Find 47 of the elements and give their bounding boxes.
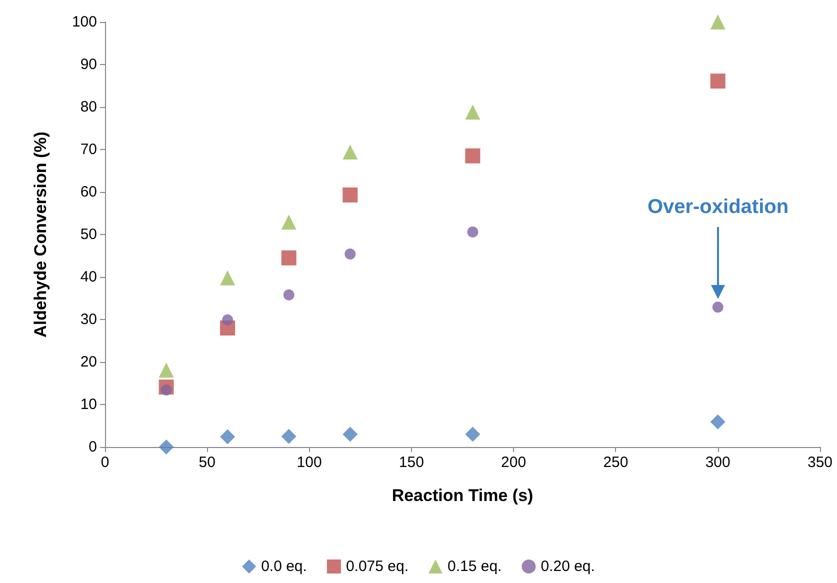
point <box>467 226 478 238</box>
point <box>712 302 724 313</box>
point <box>710 14 726 30</box>
point <box>222 314 234 326</box>
point <box>710 74 726 89</box>
y-tick-label: 30 <box>80 311 97 328</box>
legend-label: 0.0 eq. <box>261 558 307 575</box>
y-tick-label: 90 <box>80 56 97 73</box>
point <box>465 426 480 442</box>
point <box>465 104 480 120</box>
y-tick-label: 80 <box>80 98 97 116</box>
x-tick-label: 50 <box>198 454 216 471</box>
x-tick-label: 0 <box>100 454 110 471</box>
y-axis-title: Aldehyde Conversion (%) <box>31 132 50 338</box>
y-tick-label: 0 <box>88 438 97 456</box>
point <box>281 428 296 444</box>
point <box>158 440 174 454</box>
point <box>158 362 174 378</box>
point <box>342 187 358 202</box>
point <box>465 148 480 164</box>
y-tick-label: 20 <box>80 354 97 370</box>
x-tick-label: 200 <box>501 454 526 471</box>
point <box>220 429 236 444</box>
point <box>283 289 294 300</box>
x-tick-label: 150 <box>398 454 424 471</box>
y-tick-label: 70 <box>80 141 97 158</box>
point <box>281 214 296 230</box>
legend-label: 0.20 eq. <box>540 558 595 575</box>
legend-label: 0.15 eq. <box>448 558 502 575</box>
point <box>710 414 726 430</box>
x-axis-title: Reaction Time (s) <box>392 486 534 505</box>
x-tick-label: 300 <box>705 454 730 471</box>
y-tick-label: 60 <box>80 184 97 200</box>
y-tick-label: 50 <box>80 226 97 243</box>
point <box>342 144 358 160</box>
x-tick-label: 350 <box>807 454 833 471</box>
y-tick-label: 100 <box>72 14 97 30</box>
point <box>281 250 296 266</box>
point <box>220 270 236 286</box>
y-tick-label: 40 <box>80 268 97 286</box>
point <box>344 248 356 260</box>
x-tick-label: 100 <box>296 454 322 471</box>
y-tick-label: 10 <box>80 396 97 413</box>
legend-label: 0.075 eq. <box>346 558 409 575</box>
point <box>342 426 358 442</box>
annotation: Over-oxidation <box>647 196 789 218</box>
x-tick-label: 250 <box>603 454 628 471</box>
